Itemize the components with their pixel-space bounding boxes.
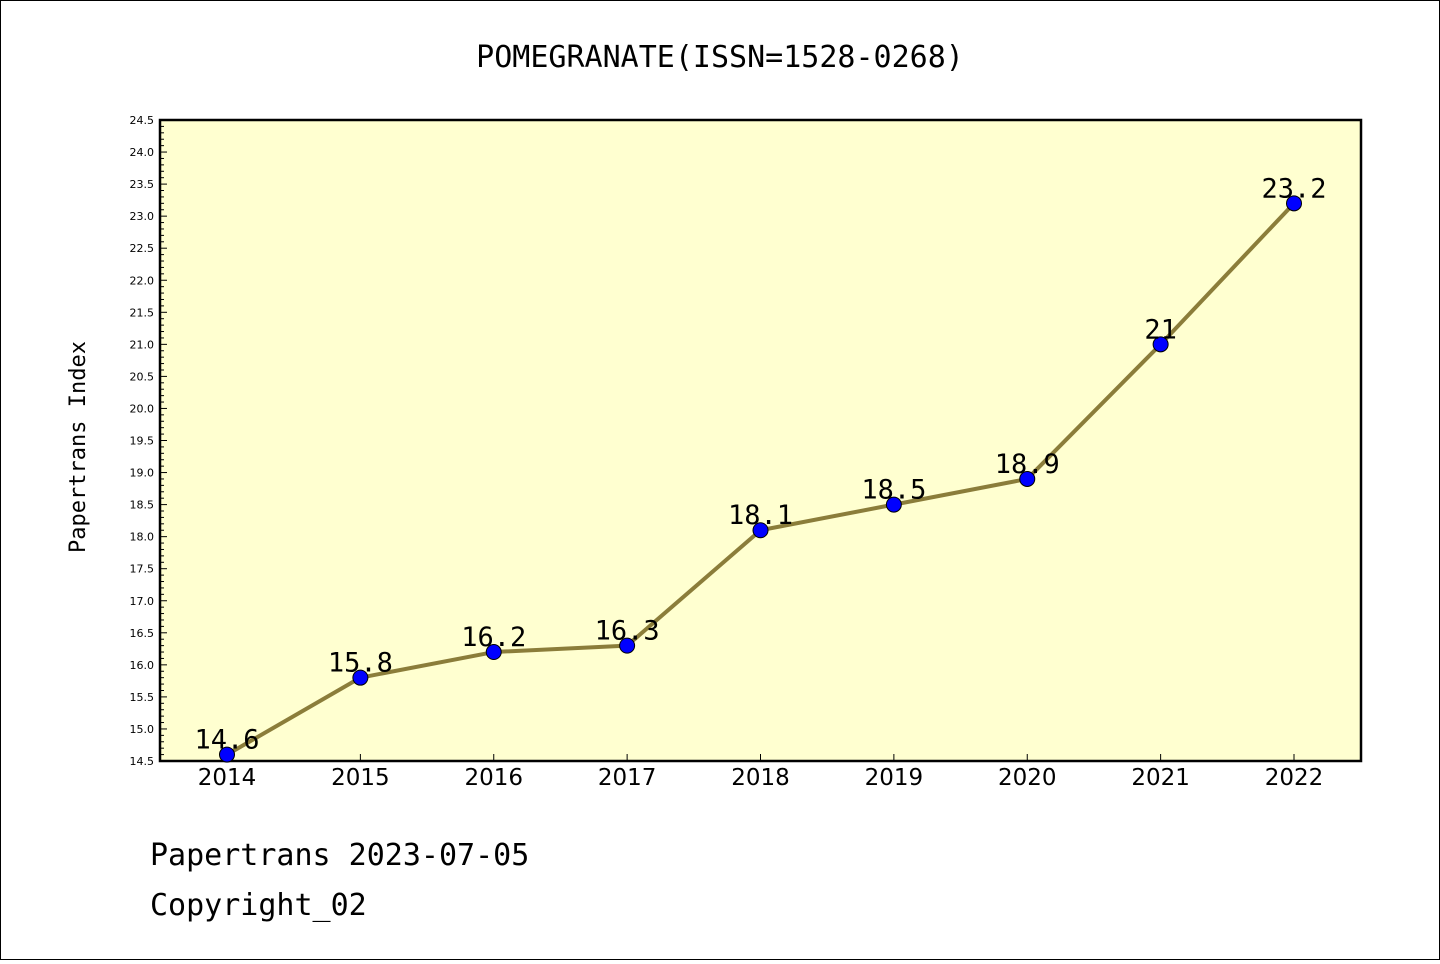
y-tick-label: 14.5 — [130, 755, 155, 768]
footer-copyright: Copyright_02 — [150, 888, 367, 923]
data-label: 21 — [1144, 314, 1177, 345]
y-tick-label: 22.0 — [130, 274, 155, 287]
data-point — [885, 496, 902, 513]
data-point — [219, 746, 235, 763]
y-tick-label: 24.0 — [130, 146, 155, 159]
y-tick-label: 23.5 — [130, 178, 155, 191]
data-label: 18.9 — [995, 449, 1060, 480]
y-tick-label: 19.0 — [130, 467, 155, 480]
y-tick-label: 18.5 — [130, 499, 155, 512]
x-tick-label: 2021 — [1131, 765, 1190, 791]
data-label: 15.8 — [328, 648, 393, 679]
y-tick-label: 22.5 — [130, 242, 155, 255]
data-point — [1019, 470, 1036, 487]
y-tick-label: 24.5 — [130, 114, 155, 127]
y-tick-label: 19.5 — [130, 435, 155, 448]
data-label: 23.2 — [1261, 173, 1326, 204]
x-tick-label: 2019 — [865, 765, 924, 791]
footer-date: Papertrans 2023-07-05 — [150, 838, 529, 873]
y-tick-label: 16.0 — [130, 659, 155, 672]
chart-title: POMEGRANATE(ISSN=1528-0268) — [476, 40, 964, 75]
x-tick-label: 2015 — [331, 765, 390, 791]
y-axis-label: Papertrans Index — [66, 341, 91, 553]
data-point — [1152, 336, 1169, 353]
y-tick-label: 23.0 — [130, 210, 155, 223]
y-axis: 14.5 15.0 15.5 16.0 16.5 17.0 17.5 18.0 18.5 19.0… — [130, 114, 167, 768]
data-label: 18.5 — [861, 475, 926, 506]
data-point — [485, 644, 502, 661]
y-tick-label: 17.0 — [130, 595, 155, 608]
y-tick-label: 18.0 — [130, 531, 155, 544]
y-tick-label: 21.5 — [130, 306, 155, 319]
y-tick-label: 21.0 — [130, 338, 155, 351]
data-label: 16.3 — [595, 616, 660, 647]
y-tick-label: 20.0 — [130, 402, 155, 415]
data-label: 18.1 — [728, 500, 793, 531]
y-tick-label: 15.5 — [130, 691, 155, 704]
x-axis: 2014 2015 2016 2017 2018 2019 2020 2021 2022 — [198, 754, 1324, 791]
y-tick-label: 17.5 — [130, 563, 155, 576]
x-tick-label: 2017 — [598, 765, 657, 791]
data-label: 16.2 — [461, 622, 526, 653]
x-tick-label: 2020 — [998, 765, 1057, 791]
data-point — [752, 522, 769, 539]
y-tick-label: 20.5 — [130, 370, 155, 383]
x-tick-label: 2022 — [1265, 765, 1324, 791]
data-label: 14.6 — [194, 725, 259, 756]
plot-area — [158, 118, 1363, 763]
data-point — [1286, 195, 1302, 212]
x-tick-label: 2018 — [731, 765, 790, 791]
x-tick-label: 2016 — [464, 765, 523, 791]
data-point — [619, 637, 636, 654]
series-layer: 14.6 15.8 16.2 16.3 18.1 18.5 18.9 21 23.2 — [194, 173, 1327, 763]
data-point — [352, 669, 369, 686]
x-tick-label: 2014 — [198, 765, 257, 791]
y-tick-label: 15.0 — [130, 723, 155, 736]
y-tick-label: 16.5 — [130, 627, 155, 640]
